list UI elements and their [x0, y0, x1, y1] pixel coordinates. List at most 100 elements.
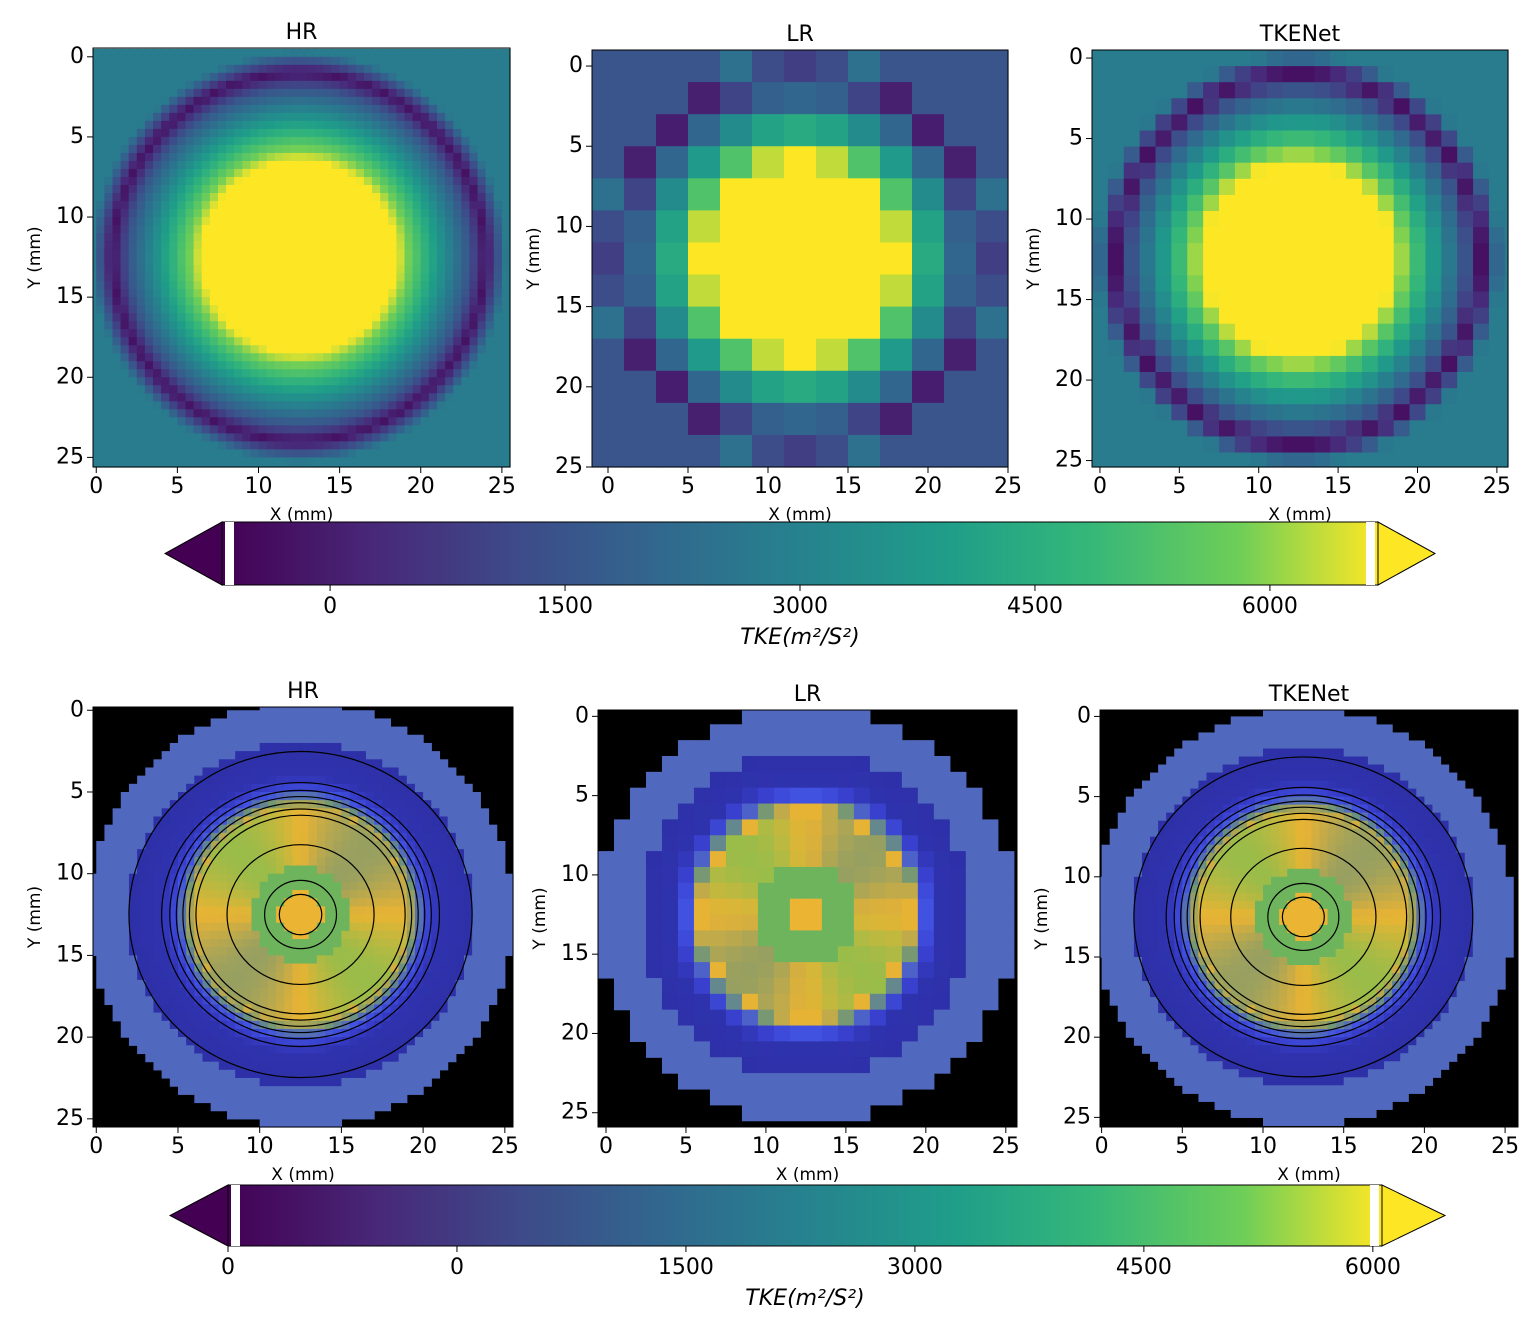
heatmap-cell	[461, 168, 471, 178]
heatmap-cell	[242, 409, 251, 418]
heatmap-cell	[1377, 98, 1395, 116]
heatmap-cell	[266, 144, 276, 154]
heatmap-cell	[235, 1053, 244, 1063]
heatmap-cell	[93, 457, 97, 466]
heatmap-cell	[404, 136, 414, 146]
heatmap-cell	[112, 930, 122, 940]
heatmap-cell	[1123, 307, 1141, 325]
heatmap-cell	[308, 808, 318, 818]
heatmap-cell	[355, 56, 365, 66]
heatmap-cell	[445, 289, 454, 298]
heatmap-cell	[363, 201, 373, 210]
heatmap-cell	[210, 898, 220, 907]
heatmap-cell	[112, 890, 122, 899]
heatmap-cell	[300, 857, 310, 867]
heatmap-cell	[1155, 420, 1172, 438]
heatmap-cell	[308, 873, 318, 883]
heatmap-cell	[445, 345, 454, 354]
heatmap-cell	[251, 791, 261, 801]
heatmap-cell	[380, 401, 389, 410]
heatmap-cell	[104, 906, 114, 916]
heatmap-cell	[234, 241, 243, 250]
heatmap-cell	[161, 144, 170, 154]
heatmap-cell	[153, 337, 162, 346]
heatmap-cell	[284, 898, 293, 907]
heatmap-cell	[592, 242, 625, 276]
heatmap-cell	[250, 128, 260, 138]
heatmap-cell	[136, 465, 146, 468]
heatmap-cell	[1377, 66, 1395, 83]
heatmap-cell	[193, 193, 203, 202]
heatmap-cell	[235, 783, 244, 793]
heatmap-cell	[493, 225, 503, 234]
heatmap-cell	[128, 433, 138, 442]
heatmap-cell	[315, 369, 325, 378]
heatmap-cell	[307, 217, 316, 226]
heatmap-cell	[243, 734, 253, 744]
heatmap-cell	[355, 417, 365, 426]
heatmap-cell	[315, 72, 325, 82]
heatmap-cell	[1346, 194, 1363, 212]
heatmap-cell	[412, 176, 422, 186]
heatmap-cell	[177, 734, 187, 744]
heatmap-cell	[153, 369, 162, 378]
heatmap-cell	[235, 1037, 244, 1046]
heatmap-cell	[339, 353, 349, 362]
heatmap-cell	[194, 1037, 204, 1046]
heatmap-cell	[1377, 355, 1395, 373]
heatmap-cell	[153, 963, 163, 973]
heatmap-cell	[217, 48, 227, 58]
heatmap-cell	[93, 898, 97, 907]
heatmap-cell	[445, 465, 454, 468]
heatmap-cell	[1488, 98, 1506, 116]
heatmap-cell	[104, 128, 114, 138]
heatmap-cell	[227, 971, 236, 981]
heatmap-cell	[380, 225, 389, 234]
heatmap-cell	[428, 56, 438, 66]
heatmap-cell	[217, 401, 227, 410]
heatmap-cell	[210, 979, 220, 989]
heatmap-cell	[461, 209, 471, 218]
heatmap-cell	[217, 249, 227, 258]
heatmap-cell	[1457, 372, 1474, 389]
heatmap-cell	[250, 225, 260, 234]
heatmap-cell	[104, 963, 114, 973]
heatmap-cell	[388, 449, 398, 458]
heatmap-cell	[292, 751, 302, 760]
heatmap-cell	[284, 707, 293, 711]
heatmap-cell	[323, 369, 333, 378]
heatmap-cell	[120, 193, 130, 202]
heatmap-cell	[137, 865, 146, 875]
heatmap-cell	[235, 775, 244, 785]
heatmap-cell	[177, 767, 187, 777]
heatmap-cell	[1250, 355, 1268, 373]
heatmap-cell	[325, 1118, 334, 1128]
heatmap-cell	[153, 865, 163, 875]
heatmap-cell	[194, 1012, 204, 1022]
heatmap-cell	[186, 824, 195, 834]
heatmap-cell	[1107, 307, 1125, 325]
heatmap-cell	[1504, 66, 1509, 83]
heatmap-cell	[153, 209, 162, 218]
heatmap-cell	[316, 718, 326, 728]
heatmap-cell	[292, 1028, 302, 1038]
heatmap-cell	[201, 409, 211, 418]
heatmap-cell	[96, 849, 106, 858]
heatmap-cell	[128, 88, 138, 98]
heatmap-cell	[251, 759, 261, 769]
heatmap-cell	[339, 305, 349, 314]
heatmap-cell	[308, 800, 318, 809]
heatmap-cell	[104, 361, 114, 370]
heatmap-cell	[185, 120, 195, 130]
heatmap-cell	[201, 217, 211, 226]
heatmap-cell	[1298, 355, 1315, 373]
heatmap-cell	[1425, 355, 1442, 373]
heatmap-cell	[501, 329, 511, 338]
heatmap-cell	[315, 289, 325, 298]
heatmap-cell	[485, 152, 495, 162]
heatmap-cell	[145, 841, 155, 850]
heatmap-cell	[161, 433, 170, 442]
heatmap-cell	[267, 906, 277, 916]
heatmap-cell	[784, 338, 817, 372]
heatmap-cell	[177, 168, 187, 178]
